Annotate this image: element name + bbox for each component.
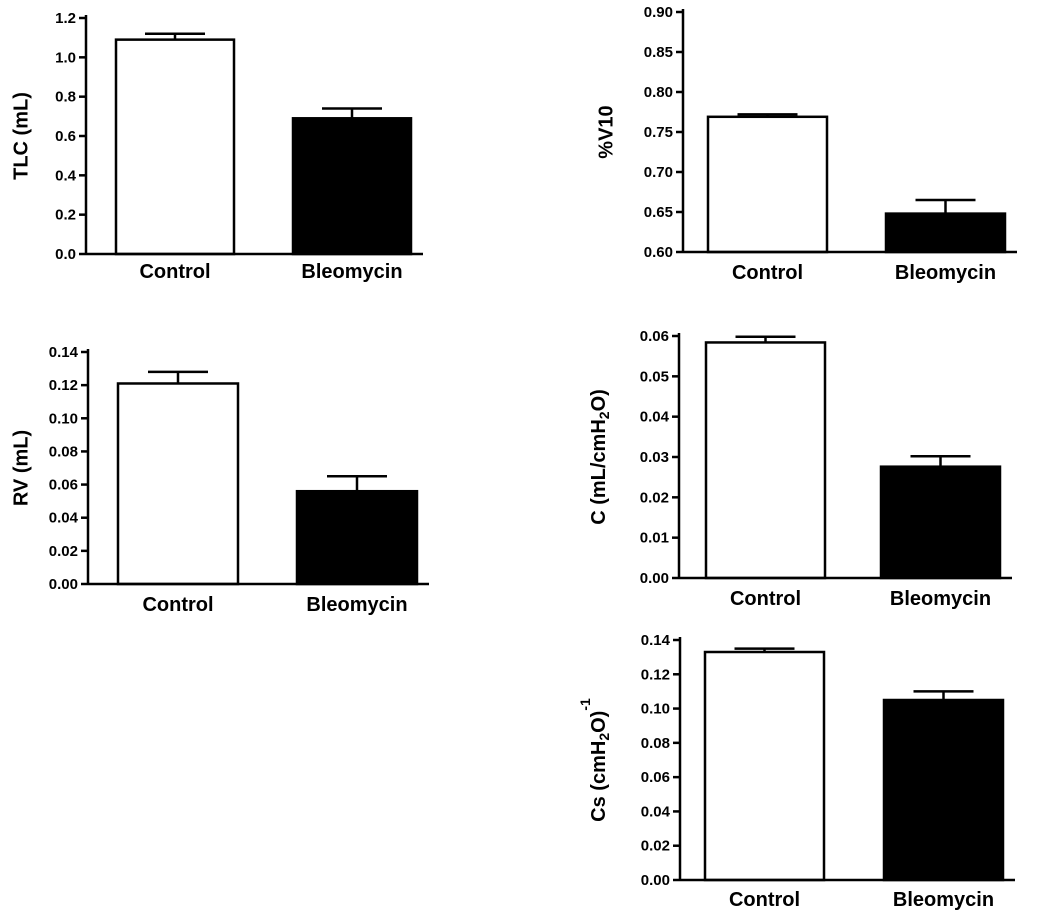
y-tick-label-c-4: 0.04 (640, 409, 670, 426)
y-tick-label-cs-5: 0.10 (641, 701, 670, 718)
bar-c-control (704, 341, 827, 580)
y-axis-title-c-main: C (mL/cmH (588, 419, 610, 525)
y-tick-label-cs-1: 0.02 (641, 838, 670, 855)
y-tick-label-v10-1: 0.65 (644, 204, 673, 221)
chart-c: Control Bleomycin 0.00 0.01 0.02 0.03 0.04 0.05… (588, 328, 1012, 610)
y-tick-label-c-3: 0.03 (640, 449, 669, 466)
bar-v10-control (706, 115, 829, 254)
y-tick-label-v10-6: 0.90 (644, 4, 673, 21)
y-tick-label-rv-3: 0.06 (49, 477, 78, 494)
y-tick-label-tlc-6: 1.2 (55, 10, 76, 27)
y-axis-title-cs-sup: -1 (577, 698, 593, 711)
y-tick-label-cs-0: 0.00 (641, 872, 670, 889)
y-tick-label-c-1: 0.01 (640, 530, 669, 547)
chart-v10: Control Bleomycin 0.60 0.65 0.70 0.75 0.80 0.85… (595, 4, 1017, 284)
chart-tlc: Control Bleomycin 0.0 0.2 0.4 0.6 0.8 1.0 1.2 TLC… (10, 10, 423, 283)
category-label-tlc-0: Control (139, 261, 210, 283)
y-tick-label-rv-2: 0.04 (49, 510, 79, 527)
y-axis-title-cs-main: Cs (cmH (588, 741, 610, 822)
bar-cs-bleomycin (882, 698, 1005, 882)
y-tick-label-v10-0: 0.60 (644, 244, 673, 261)
category-label-c-1: Bleomycin (890, 588, 991, 610)
y-tick-label-c-2: 0.02 (640, 489, 669, 506)
y-tick-label-cs-3: 0.06 (641, 769, 670, 786)
y-tick-label-tlc-5: 1.0 (55, 49, 76, 66)
y-axis-title-v10: %V10 (595, 105, 617, 158)
y-tick-label-rv-1: 0.02 (49, 543, 78, 560)
category-label-rv-0: Control (142, 594, 213, 616)
y-axis-title-cs-sub: 2 (596, 733, 612, 741)
bar-cs-control (703, 650, 826, 882)
y-tick-label-c-5: 0.05 (640, 368, 669, 385)
y-tick-label-tlc-0: 0.0 (55, 246, 76, 263)
y-tick-label-tlc-1: 0.2 (55, 207, 76, 224)
bar-rv-bleomycin (295, 489, 419, 586)
y-tick-label-v10-5: 0.85 (644, 44, 673, 61)
y-axis-title-c-sub: 2 (596, 411, 612, 419)
y-tick-label-cs-4: 0.08 (641, 735, 670, 752)
chart-cs: Control Bleomycin 0.00 0.02 0.04 0.06 0.08 0.10… (577, 632, 1015, 911)
y-tick-label-tlc-3: 0.6 (55, 128, 76, 145)
y-tick-label-rv-7: 0.14 (49, 344, 79, 361)
y-tick-label-cs-6: 0.12 (641, 666, 670, 683)
bar-rv-control (116, 382, 240, 586)
y-tick-label-v10-3: 0.75 (644, 124, 673, 141)
y-axis-title-tlc: TLC (mL) (10, 92, 32, 180)
y-tick-label-rv-5: 0.10 (49, 410, 78, 427)
y-tick-label-rv-6: 0.12 (49, 377, 78, 394)
y-tick-label-rv-0: 0.00 (49, 576, 78, 593)
bar-v10-bleomycin (884, 212, 1007, 254)
category-label-v10-0: Control (732, 262, 803, 284)
y-axis-title-c: C (mL/cmH2O) (588, 389, 611, 525)
category-label-cs-1: Bleomycin (893, 889, 994, 911)
bar-tlc-bleomycin (291, 117, 413, 256)
y-tick-label-cs-2: 0.04 (641, 803, 671, 820)
y-tick-label-rv-4: 0.08 (49, 443, 78, 460)
category-label-rv-1: Bleomycin (306, 594, 407, 616)
y-tick-label-v10-4: 0.80 (644, 84, 673, 101)
y-axis-title-cs: Cs (cmH2O)-1 (577, 698, 612, 822)
category-label-cs-0: Control (729, 889, 800, 911)
y-tick-label-v10-2: 0.70 (644, 164, 673, 181)
category-label-tlc-1: Bleomycin (301, 261, 402, 283)
y-axis-title-c-tail: O) (588, 389, 610, 411)
bar-tlc-control (114, 38, 236, 256)
chart-rv: Control Bleomycin 0.00 0.02 0.04 0.06 0.08 0.10… (10, 344, 429, 616)
y-tick-label-c-0: 0.00 (640, 570, 669, 587)
y-tick-label-tlc-4: 0.8 (55, 89, 76, 106)
y-axis-title-cs-tail: O) (588, 711, 610, 733)
y-tick-label-cs-7: 0.14 (641, 632, 671, 649)
y-tick-label-c-6: 0.06 (640, 328, 669, 345)
y-axis-title-rv: RV (mL) (10, 430, 32, 506)
category-label-c-0: Control (730, 588, 801, 610)
category-label-v10-1: Bleomycin (895, 262, 996, 284)
bar-c-bleomycin (879, 465, 1002, 580)
y-tick-label-tlc-2: 0.4 (55, 167, 77, 184)
